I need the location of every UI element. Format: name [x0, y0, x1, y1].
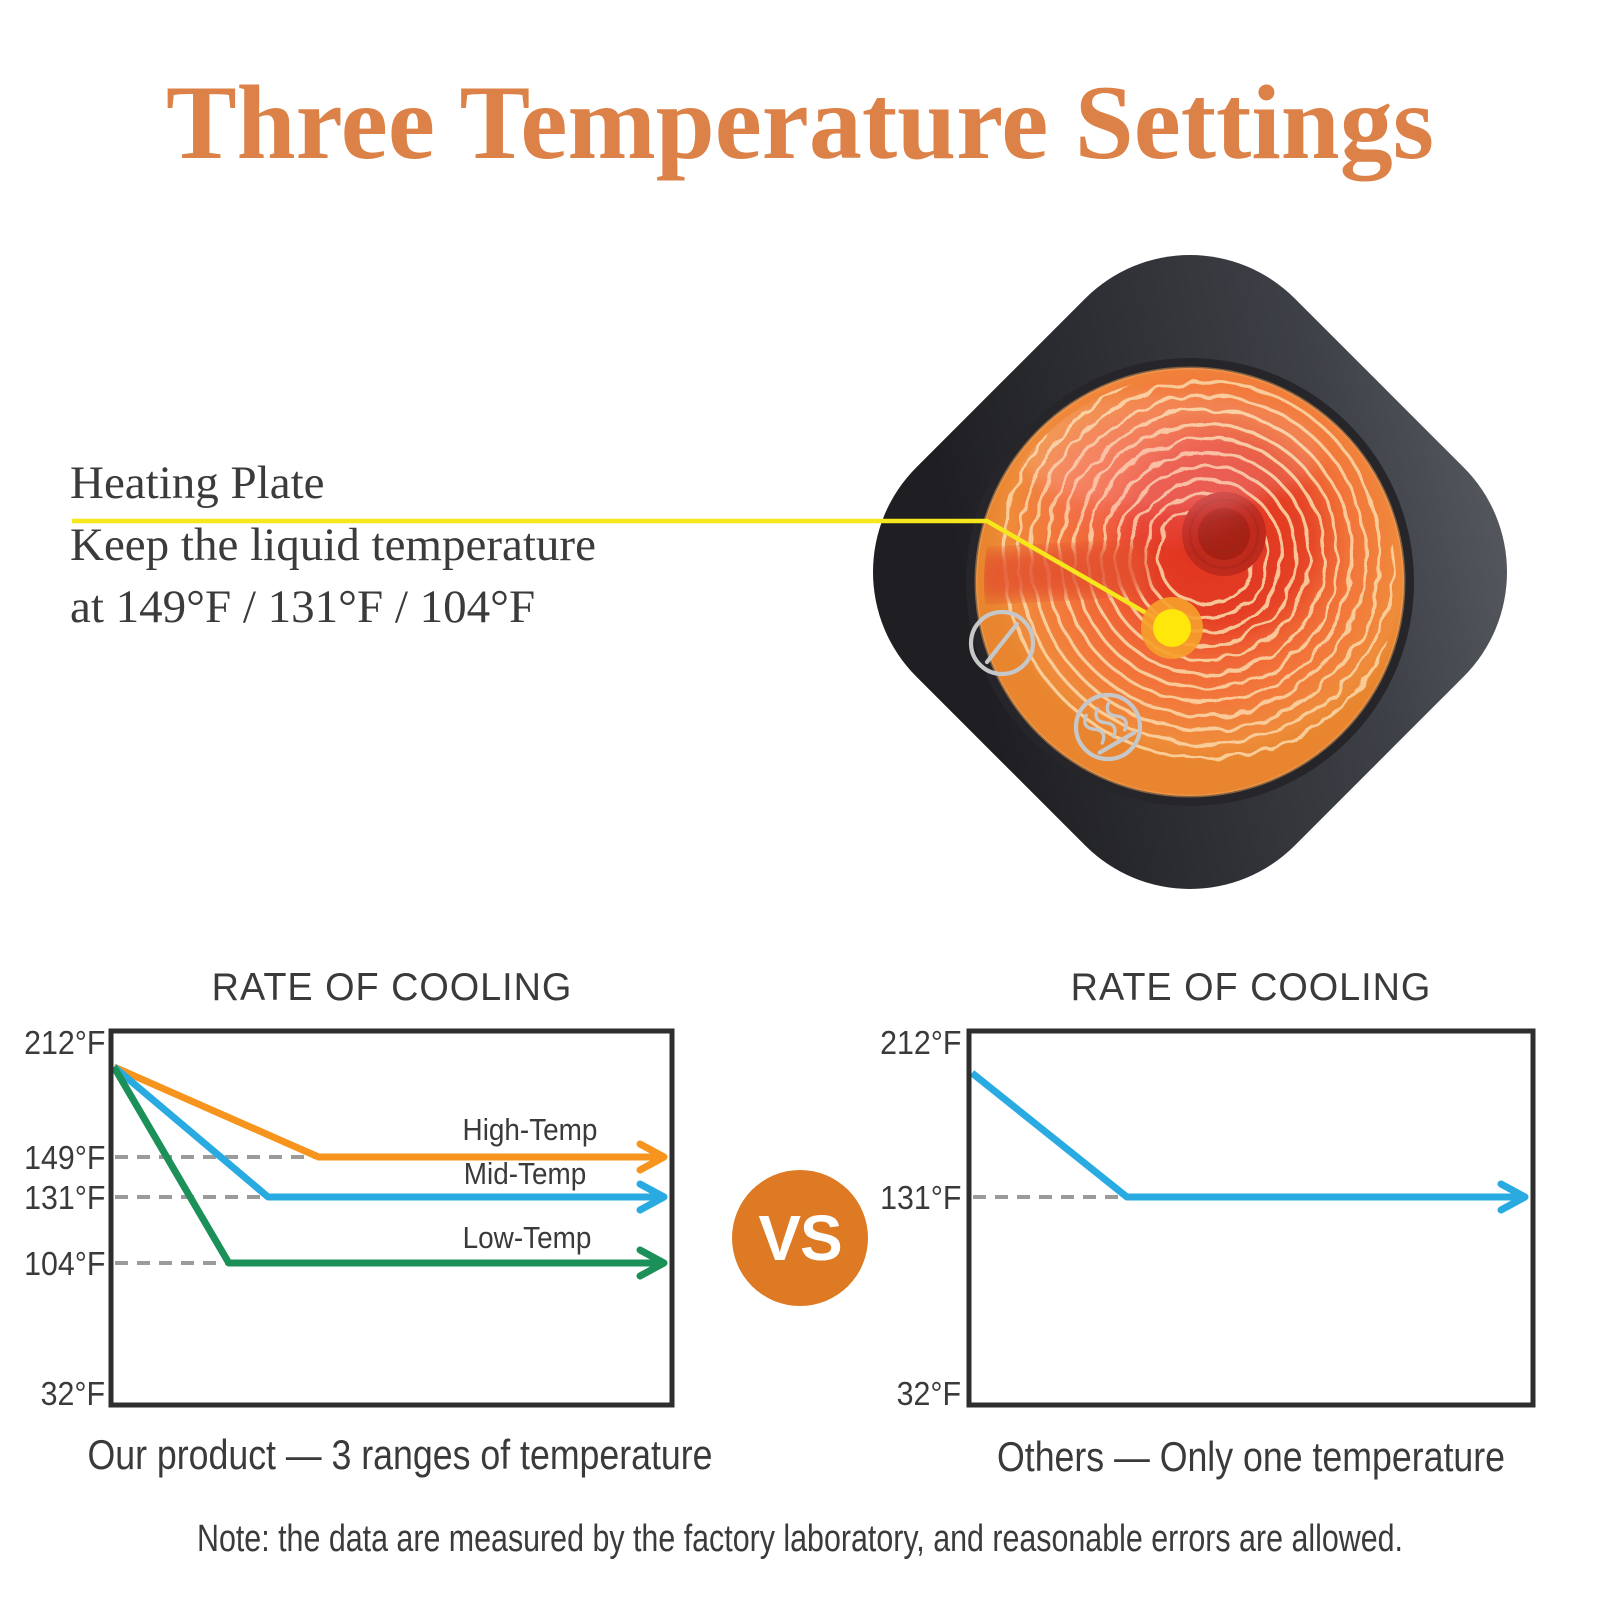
series-line-single [969, 1070, 1523, 1201]
series-line-low-temp [110, 1065, 662, 1267]
series-arrowhead [636, 1140, 668, 1174]
vs-badge-label: VS [758, 1202, 842, 1274]
right-ytick-32: 32°F [896, 1375, 961, 1412]
series-label-low-temp: Low-Temp [462, 1220, 592, 1255]
series-arrowhead [1497, 1180, 1529, 1214]
chart-plot-border [108, 1028, 675, 1408]
series-label-high-temp: High-Temp [462, 1112, 598, 1147]
heating-plate [966, 358, 1414, 806]
callout-line-3: at 149°F / 131°F / 104°F [70, 581, 536, 633]
footnote: Note: the data are measured by the facto… [197, 1518, 1403, 1560]
indicator-dot [1141, 597, 1203, 659]
left-ytick-149: 149°F [23, 1139, 105, 1176]
vs-badge: VS [732, 1170, 868, 1306]
cooling-charts-linework [108, 1028, 1536, 1408]
page-title: Three Temperature Settings [165, 64, 1434, 181]
heating-plate-callout: Heating Plate Keep the liquid temperatur… [70, 452, 596, 638]
left-chart-title: RATE OF COOLING [211, 966, 573, 1009]
callout-pointer-line [72, 518, 1174, 630]
left-chart-caption: Our product — 3 ranges of temperature [87, 1431, 713, 1478]
series-arrowhead [636, 1180, 668, 1214]
right-chart-title: RATE OF COOLING [1070, 966, 1432, 1009]
heat-icon [1073, 692, 1143, 762]
chart-plot-border [966, 1028, 1536, 1408]
right-ytick-131: 131°F [879, 1179, 961, 1216]
power-icon [968, 609, 1036, 677]
right-chart-caption: Others — Only one temperature [997, 1433, 1505, 1480]
left-ytick-32: 32°F [40, 1375, 105, 1412]
callout-line-1: Heating Plate [70, 457, 325, 509]
right-ytick-212: 212°F [879, 1024, 961, 1061]
series-arrowhead [636, 1246, 668, 1280]
series-line-mid-temp [111, 1064, 662, 1201]
series-label-mid-temp: Mid-Temp [463, 1156, 587, 1191]
series-line-high-temp [112, 1063, 662, 1161]
callout-line-2: Keep the liquid temperature [70, 519, 596, 571]
left-ytick-104: 104°F [23, 1245, 105, 1282]
left-ytick-212: 212°F [23, 1024, 105, 1061]
left-ytick-131: 131°F [23, 1179, 105, 1216]
